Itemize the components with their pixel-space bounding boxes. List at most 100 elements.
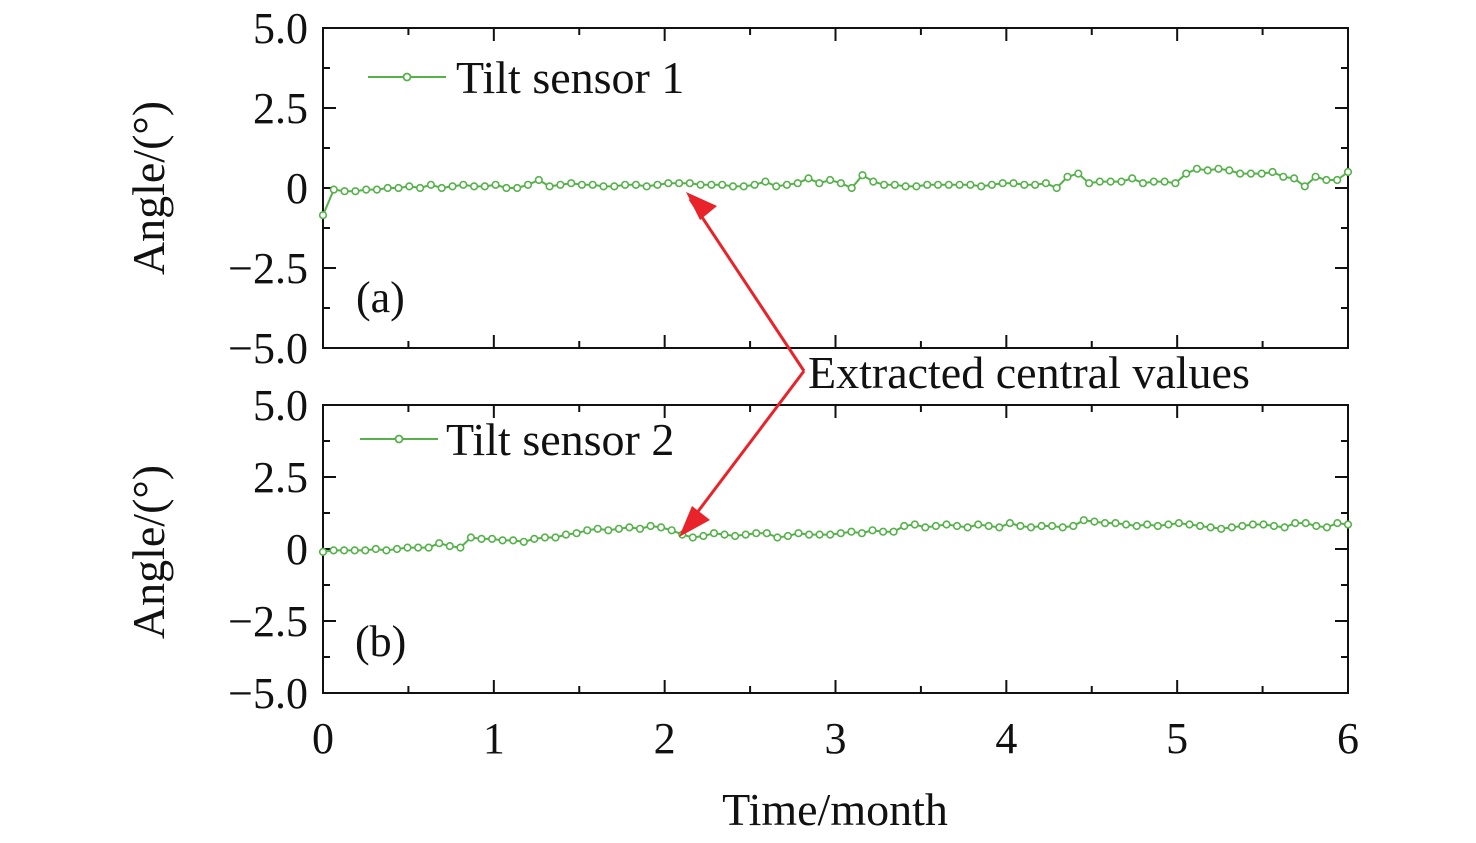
series-point [1192, 164, 1201, 173]
series-point [551, 533, 560, 542]
series-point [572, 529, 581, 538]
series-point [900, 521, 909, 531]
series-point [1047, 521, 1057, 531]
series-point [942, 520, 951, 529]
series-point [1069, 521, 1078, 531]
series-point [588, 180, 597, 189]
panel-label-a: (a) [356, 273, 405, 322]
series-point [1279, 172, 1288, 181]
series-point [448, 182, 457, 191]
x-tick-label: 1 [483, 714, 505, 763]
series-point [762, 529, 771, 538]
y-tick-label: 2.5 [253, 453, 308, 502]
series-point [599, 182, 608, 191]
series-point [1160, 177, 1169, 186]
series-point [1153, 521, 1162, 531]
series-point [392, 544, 402, 554]
series-point [1128, 174, 1137, 183]
series-point [782, 180, 792, 189]
series-point [414, 543, 423, 552]
series-point [1322, 523, 1331, 532]
series-point [944, 180, 953, 189]
x-tick-label: 6 [1337, 714, 1359, 763]
series-point [685, 179, 694, 188]
series-point [1041, 179, 1050, 188]
series-point [857, 529, 867, 538]
series-point [1280, 523, 1289, 532]
series-point [642, 182, 651, 191]
series-point [416, 183, 425, 193]
series-point [372, 185, 382, 194]
series-point [1174, 518, 1183, 528]
series-point [998, 179, 1007, 188]
series-point [350, 546, 359, 555]
series-point [540, 533, 550, 542]
series-point [815, 530, 824, 539]
series-point [741, 530, 750, 539]
y-tick-label: −5.0 [228, 669, 308, 718]
series-point [804, 174, 813, 183]
series-point [1206, 523, 1215, 532]
series-point [509, 536, 518, 545]
y-tick-label: 5.0 [253, 4, 308, 53]
series-point [610, 182, 619, 191]
series-point [773, 533, 782, 542]
series-point [1009, 179, 1018, 188]
x-tick-label: 5 [1166, 714, 1188, 763]
series-point [963, 523, 972, 532]
series-point [1063, 172, 1072, 181]
series-point [1195, 521, 1205, 531]
series-point [1030, 180, 1040, 189]
series-point [1343, 520, 1353, 529]
series-point [426, 180, 436, 189]
y-tick-label: 2.5 [253, 84, 308, 133]
axes-a: 5.0 2.5 0 −2.5 −5.0 [228, 4, 1349, 373]
series-point [625, 523, 634, 532]
annotation: Extracted central values [679, 192, 1250, 537]
series-point [933, 180, 943, 189]
series-point [912, 182, 921, 191]
series-point [1106, 177, 1115, 186]
series-point [1182, 169, 1191, 178]
series-point [424, 543, 433, 552]
series-point [728, 182, 738, 191]
series-point [437, 183, 446, 193]
series-point [793, 179, 802, 188]
series-point [825, 175, 835, 185]
series-point [1214, 164, 1223, 173]
series-point [653, 180, 662, 189]
series-point [1037, 521, 1046, 531]
series-point [498, 536, 507, 545]
series-point [1289, 174, 1299, 183]
series-point [604, 526, 613, 535]
y-tick-label: −2.5 [228, 597, 308, 646]
series-point [1268, 167, 1277, 177]
series-point [664, 179, 673, 188]
y-tick-label: 5.0 [253, 381, 308, 430]
series-point [718, 180, 727, 189]
series-point [1333, 175, 1342, 185]
series-point [772, 182, 781, 191]
series-point [910, 520, 919, 529]
y-tick-label: 0 [286, 525, 308, 574]
axes-b: 5.02.50−2.5−5.00 1 2 3 4 5 6 [228, 381, 1359, 763]
series-point [688, 533, 697, 542]
series-point [1343, 167, 1353, 177]
series-point [974, 520, 983, 529]
series-point [351, 187, 360, 196]
series-point [561, 530, 571, 539]
series-point [1259, 520, 1268, 529]
series-point [836, 179, 846, 188]
series-point [977, 182, 986, 191]
series-point [491, 180, 500, 189]
series-point [1185, 520, 1194, 529]
series-point [1171, 179, 1180, 188]
series-point [815, 179, 824, 188]
series-point [1312, 521, 1321, 531]
annotation-arrow-up [688, 198, 806, 372]
series-point [1111, 518, 1120, 528]
series-point [1117, 177, 1126, 186]
y-axis-label-a: Angle/(°) [123, 101, 174, 275]
y-axis-label-b: Angle/(°) [123, 465, 174, 639]
